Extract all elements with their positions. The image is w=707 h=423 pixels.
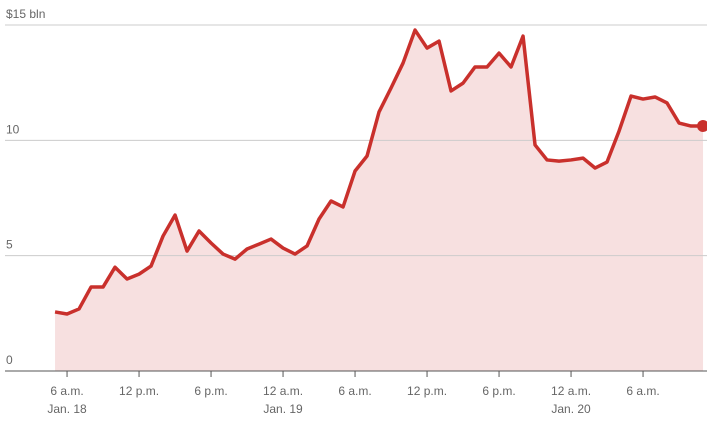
x-date-label: Jan. 20 xyxy=(551,402,591,416)
end-point xyxy=(697,120,707,133)
y-tick-label: 5 xyxy=(6,238,13,252)
line xyxy=(54,28,704,316)
area-fill xyxy=(55,30,704,371)
x-tick-label: 6 a.m. xyxy=(50,384,83,398)
y-tick-label: 0 xyxy=(6,353,13,367)
x-tick-label: 6 a.m. xyxy=(626,384,659,398)
x-date-label: Jan. 18 xyxy=(47,402,87,416)
y-tick-label: 10 xyxy=(6,122,20,136)
x-tick-label: 6 p.m. xyxy=(194,384,227,398)
x-tick-label: 12 a.m. xyxy=(263,384,303,398)
x-date-label: Jan. 19 xyxy=(263,402,303,416)
x-tick-label: 12 a.m. xyxy=(551,384,591,398)
x-tick-label: 6 a.m. xyxy=(338,384,371,398)
x-tick-label: 12 p.m. xyxy=(407,384,447,398)
x-tick-label: 12 p.m. xyxy=(119,384,159,398)
y-tick-label: $15 bln xyxy=(6,7,45,21)
x-tick-label: 6 p.m. xyxy=(482,384,515,398)
